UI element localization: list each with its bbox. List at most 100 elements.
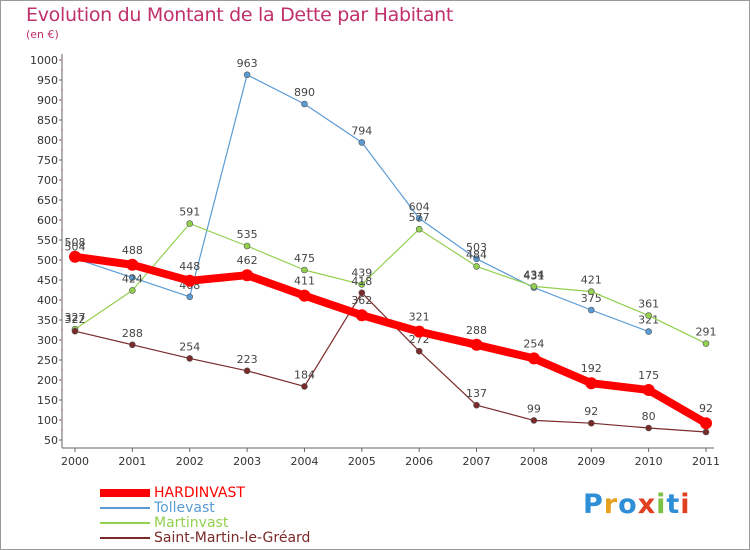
data-point-hardinvast	[355, 309, 368, 322]
data-point-martinvast	[587, 288, 595, 295]
data-point-hardinvast	[183, 274, 196, 287]
logo-letter: x	[637, 489, 657, 520]
data-point-hardinvast	[700, 417, 712, 430]
logo-letter: P	[583, 489, 604, 520]
data-point-martinvast	[530, 283, 538, 290]
data-label-martinvast: 291	[696, 326, 717, 339]
y-tick-label: 150	[37, 394, 58, 407]
data-label-saint-martin-le-greard: 184	[294, 368, 315, 381]
data-point-tollevast	[186, 293, 194, 301]
x-tick-label: 2000	[61, 455, 89, 468]
data-point-saint-martin-le-greard	[129, 341, 136, 349]
x-tick-label: 2011	[692, 455, 720, 468]
legend-label-tollevast: Tollevast	[154, 500, 215, 516]
data-label-martinvast: 577	[409, 211, 430, 224]
legend-swatch-tollevast	[100, 507, 150, 509]
data-point-tollevast	[415, 215, 423, 222]
data-label-saint-martin-le-greard: 223	[237, 353, 258, 366]
data-point-martinvast	[301, 266, 308, 274]
data-point-martinvast	[645, 312, 652, 319]
data-point-martinvast	[186, 220, 194, 227]
legend-label-martinvast: Martinvast	[154, 515, 229, 531]
data-point-martinvast	[129, 287, 136, 294]
legend-label-saint-martin: Saint-Martin-le-Gréard	[154, 530, 311, 546]
y-tick-label: 450	[37, 274, 58, 287]
data-label-hardinvast: 92	[699, 402, 713, 415]
y-tick-label: 600	[37, 214, 58, 227]
data-label-martinvast: 421	[581, 274, 602, 287]
data-point-hardinvast	[585, 377, 598, 390]
x-tick-label: 2009	[577, 455, 605, 468]
data-point-tollevast	[301, 100, 308, 108]
y-tick-label: 100	[37, 414, 58, 427]
data-point-saint-martin-le-greard	[530, 417, 538, 424]
data-label-saint-martin-le-greard: 254	[179, 340, 200, 353]
y-tick-label: 850	[37, 114, 58, 127]
data-label-tollevast: 604	[409, 200, 430, 213]
data-label-tollevast: 375	[581, 292, 602, 305]
data-point-martinvast	[415, 225, 423, 233]
chart-subtitle: (en €)	[26, 28, 59, 41]
data-label-martinvast: 591	[179, 206, 200, 219]
data-point-saint-martin-le-greard	[587, 419, 595, 427]
series-line-hardinvast	[71, 252, 710, 428]
data-label-martinvast: 439	[351, 266, 372, 279]
data-point-tollevast	[129, 274, 136, 281]
data-label-martinvast: 484	[466, 248, 487, 261]
data-point-tollevast	[645, 328, 652, 335]
data-point-hardinvast	[527, 352, 540, 365]
data-point-martinvast	[358, 281, 366, 288]
data-point-tollevast	[243, 71, 251, 79]
data-label-tollevast: 431	[523, 270, 544, 283]
x-tick-label: 2001	[118, 455, 146, 468]
data-label-saint-martin-le-greard: 80	[642, 410, 656, 423]
x-tick-label: 2004	[290, 455, 318, 468]
legend-swatch-martinvast	[100, 522, 150, 524]
y-tick-label: 350	[37, 314, 58, 327]
data-label-martinvast: 535	[237, 228, 258, 241]
logo-letter: t	[666, 489, 681, 520]
data-label-martinvast: 475	[294, 252, 315, 265]
series-line-saint-martin-le-greard	[74, 292, 707, 433]
data-point-saint-martin-le-greard	[645, 424, 652, 432]
logo-letter: r	[603, 489, 619, 520]
data-label-martinvast: 424	[122, 272, 143, 285]
data-label-saint-martin-le-greard: 322	[65, 313, 86, 326]
data-label-hardinvast: 175	[638, 369, 659, 382]
data-point-hardinvast	[470, 338, 483, 351]
data-point-saint-martin-le-greard	[702, 428, 710, 436]
data-label-tollevast: 963	[237, 57, 258, 70]
data-label-hardinvast: 508	[65, 236, 86, 249]
y-tick-label: 400	[37, 294, 58, 307]
data-label-saint-martin-le-greard: 99	[527, 402, 541, 415]
data-point-saint-martin-le-greard	[186, 355, 194, 362]
data-point-saint-martin-le-greard	[243, 367, 251, 375]
y-tick-label: 50	[44, 434, 58, 447]
x-tick-label: 2006	[405, 455, 433, 468]
y-tick-label: 750	[37, 154, 58, 167]
data-point-tollevast	[358, 139, 366, 146]
logo-letter: o	[618, 489, 638, 520]
series-line-martinvast	[74, 223, 707, 345]
y-tick-label: 550	[37, 234, 58, 247]
data-label-tollevast: 890	[294, 86, 315, 99]
chart-title: Evolution du Montant de la Dette par Hab…	[26, 4, 454, 26]
y-tick-label: 200	[37, 374, 58, 387]
y-tick-label: 500	[37, 254, 58, 267]
data-label-saint-martin-le-greard: 288	[122, 327, 143, 340]
data-point-tollevast	[587, 306, 595, 314]
data-label-hardinvast: 488	[122, 244, 143, 257]
data-label-saint-martin-le-greard: 418	[351, 275, 372, 288]
data-label-hardinvast: 192	[581, 362, 602, 375]
data-label-hardinvast: 462	[237, 254, 258, 267]
legend-label-hardinvast: HARDINVAST	[154, 485, 245, 501]
data-label-tollevast: 504	[65, 240, 86, 253]
y-tick-label: 900	[37, 94, 58, 107]
y-tick-label: 700	[37, 174, 58, 187]
data-point-saint-martin-le-greard	[473, 401, 480, 409]
data-label-hardinvast: 362	[351, 294, 372, 307]
data-point-hardinvast	[126, 258, 139, 271]
data-label-martinvast: 361	[638, 298, 659, 311]
y-tick-label: 250	[37, 354, 58, 367]
y-tick-label: 1000	[30, 54, 58, 67]
